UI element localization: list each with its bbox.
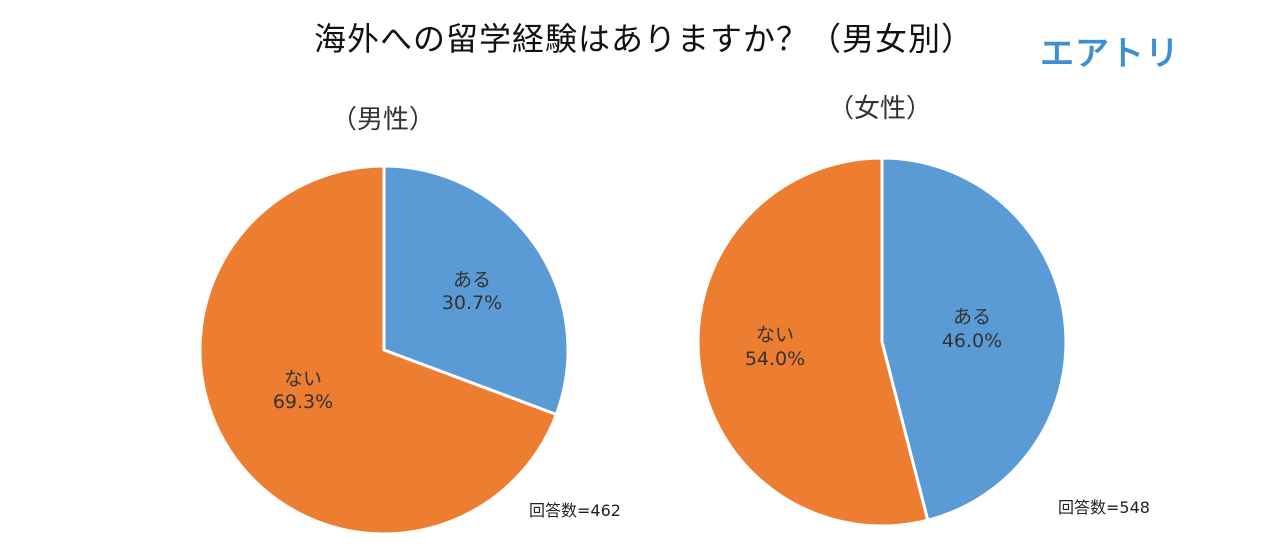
slice-value-no-female: 54.0% (745, 348, 805, 370)
slice-label-no-female: ない (756, 324, 794, 346)
brand-logo: エアトリ (1040, 34, 1180, 74)
pie-slice-yes-male (382, 164, 570, 416)
pie-chart-male: （男性） ある 30.7% ない 69.3% 回答数=462 (198, 105, 621, 536)
respondents-count-male: 回答数=462 (529, 501, 621, 520)
respondents-count-female: 回答数=548 (1058, 498, 1150, 517)
chart-title-male: （男性） (331, 105, 435, 135)
slice-label-no-male: ない (284, 368, 322, 390)
chart-title-female: （女性） (828, 94, 932, 124)
slice-value-yes-female: 46.0% (942, 330, 1002, 352)
slice-value-no-male: 69.3% (273, 391, 333, 413)
slice-value-yes-male: 30.7% (442, 292, 502, 314)
page-title: 海外への留学経験はありますか？（男女別） (313, 20, 974, 58)
pie-slices-female (696, 156, 1068, 528)
pie-slice-yes-female (880, 156, 1068, 522)
pie-slice-no-female (696, 156, 930, 528)
slice-label-yes-female: ある (953, 306, 991, 328)
pie-slices-male (198, 164, 570, 536)
pie-slice-no-male (198, 164, 558, 536)
pie-chart-female: （女性） ある 46.0% ない 54.0% 回答数=548 (696, 94, 1150, 528)
slice-label-yes-male: ある (453, 269, 491, 291)
